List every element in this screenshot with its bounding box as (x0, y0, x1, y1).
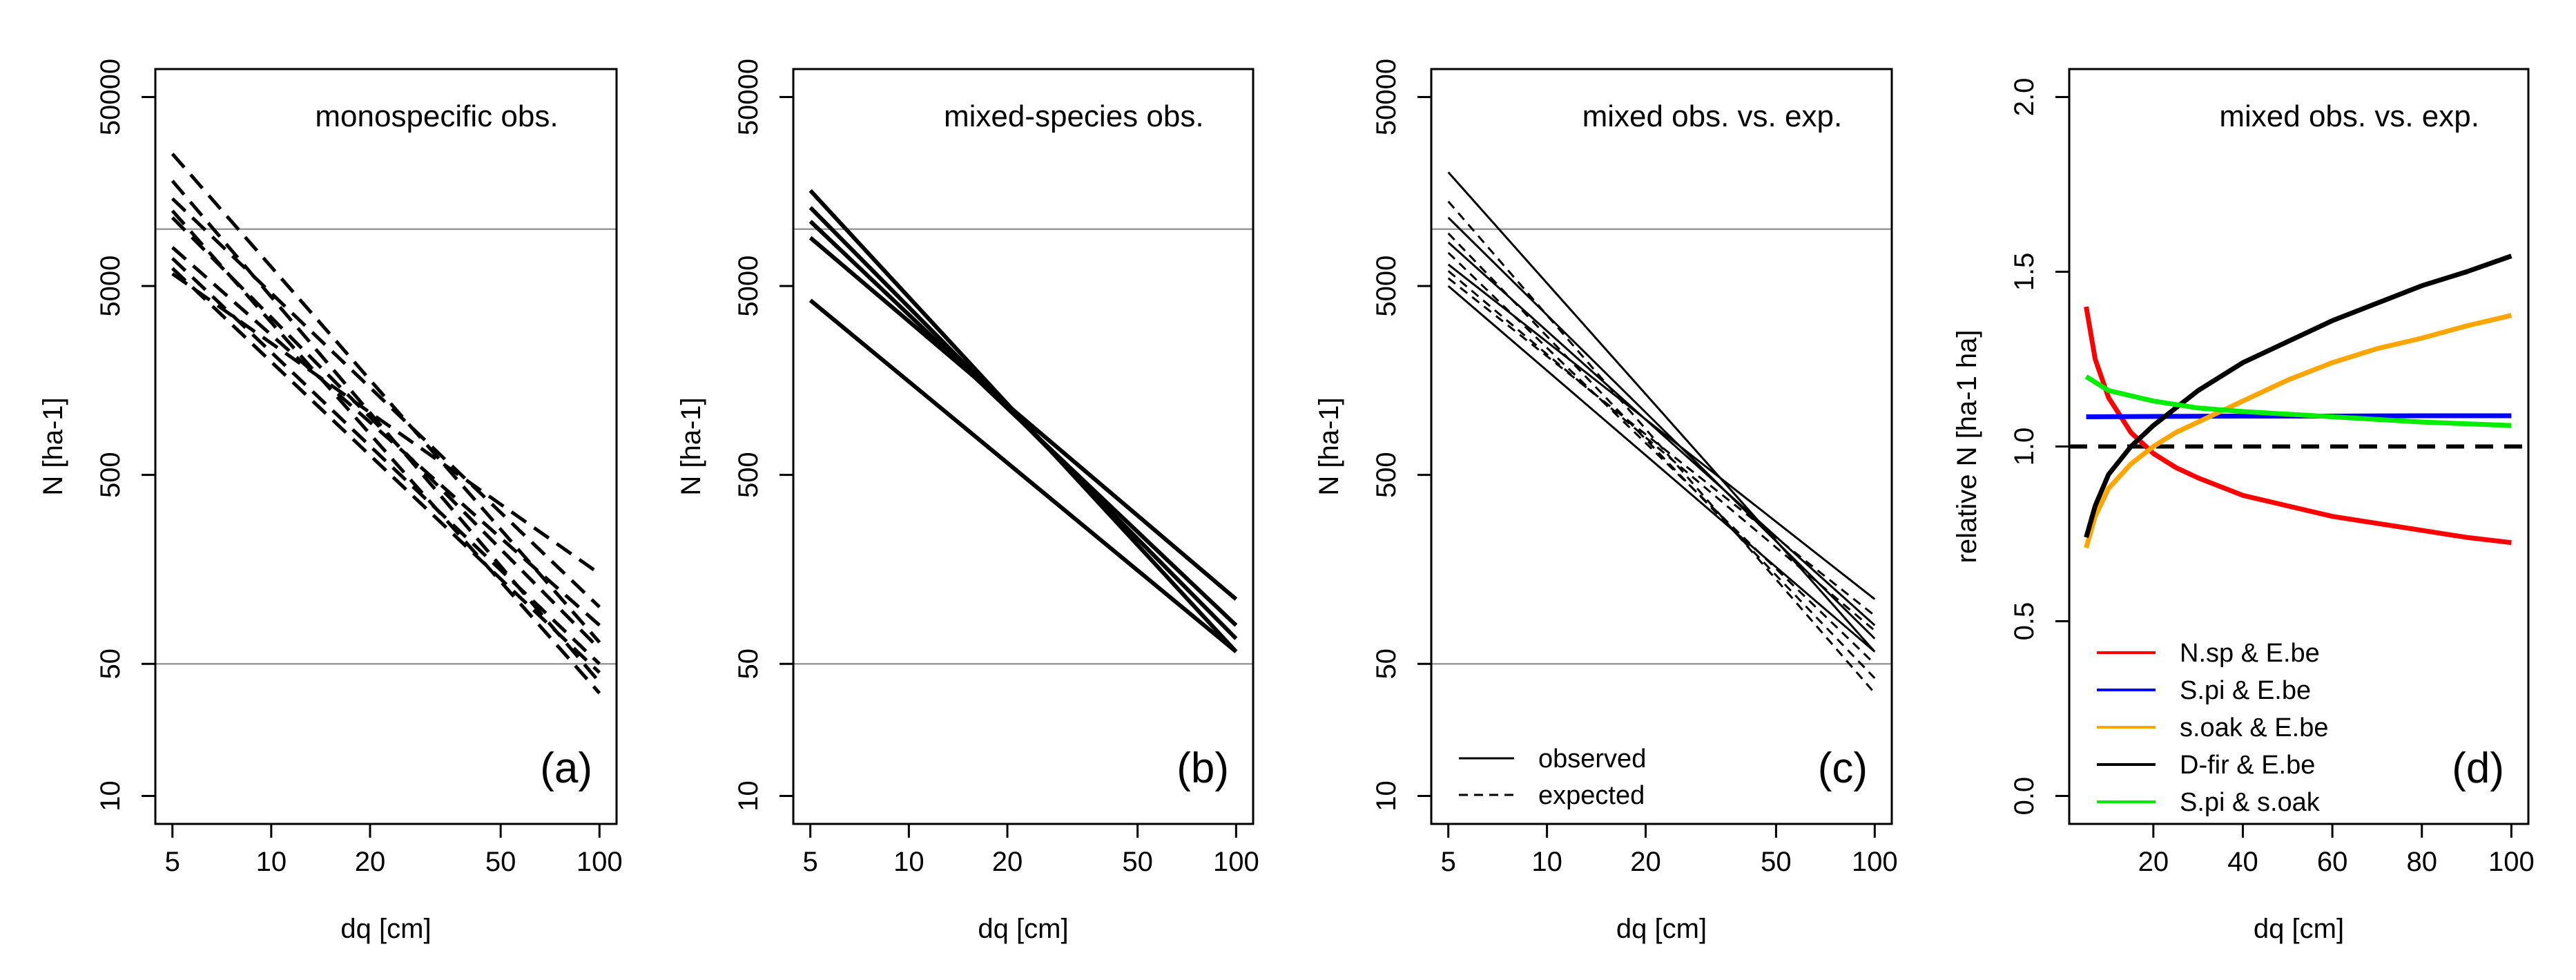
x-axis-label-d: dq [cm] (2254, 914, 2344, 944)
y-axis-label-b: N [ha-1] (676, 397, 706, 495)
series-line-a-5 (171, 246, 601, 627)
series-group-c (1447, 171, 1876, 694)
series-line-c-3 (1447, 263, 1876, 600)
x-tick-label-c-3: 50 (1761, 847, 1792, 877)
x-tick-label-d-1: 40 (2227, 847, 2258, 877)
legend-label-c-1: expected (1538, 781, 1645, 810)
series-line-c-8 (1447, 270, 1876, 632)
plot-frame-b (792, 68, 1255, 825)
plot-frame-c (1430, 68, 1893, 825)
series-line-c-7 (1447, 251, 1876, 665)
series-line-a-7 (171, 267, 601, 674)
y-tick-label-c-4: 50000 (1371, 59, 1402, 135)
panel-letter-b: (b) (1176, 744, 1229, 792)
x-tick-label-b-1: 10 (893, 847, 924, 877)
series-line-c-1 (1447, 217, 1876, 640)
x-tick-label-b-3: 50 (1122, 847, 1153, 877)
x-tick-label-d-4: 100 (2488, 847, 2535, 877)
y-axis-label-c: N [ha-1] (1314, 397, 1344, 495)
panel-letter-c: (c) (1818, 744, 1868, 792)
y-tick-label-d-3: 1.5 (2009, 253, 2040, 291)
x-tick-label-d-2: 60 (2317, 847, 2348, 877)
series-line-a-4 (171, 216, 601, 651)
panel-title-b: mixed-species obs. (944, 99, 1204, 133)
x-tick-label-c-0: 5 (1441, 847, 1456, 877)
panel-title-c: mixed obs. vs. exp. (1582, 99, 1843, 133)
x-tick-label-d-0: 20 (2138, 847, 2169, 877)
series-line-a-6 (171, 257, 601, 666)
x-tick-label-b-0: 5 (803, 847, 818, 877)
series-line-a-2 (171, 197, 601, 608)
x-tick-label-a-1: 10 (256, 847, 287, 877)
x-tick-label-b-4: 100 (1213, 847, 1259, 877)
panel-letter-d: (d) (2452, 744, 2504, 792)
series-line-d-0 (2084, 306, 2512, 546)
x-axis-label-a: dq [cm] (340, 914, 431, 944)
y-tick-label-c-2: 500 (1371, 452, 1402, 498)
legend-label-d-3: D-fir & E.be (2180, 751, 2315, 780)
x-tick-label-a-4: 100 (577, 847, 623, 877)
y-tick-label-a-0: 10 (95, 780, 126, 811)
y-tick-label-a-1: 50 (95, 648, 126, 680)
x-axis-label-c: dq [cm] (1616, 914, 1707, 944)
plot-frame-a (154, 68, 618, 825)
legend-label-d-0: N.sp & E.be (2180, 639, 2320, 668)
series-line-d-4 (2084, 374, 2512, 428)
y-tick-label-b-3: 5000 (733, 256, 764, 317)
y-tick-label-a-3: 5000 (95, 256, 126, 317)
panel-letter-a: (a) (540, 744, 592, 792)
x-tick-label-a-0: 5 (165, 847, 180, 877)
series-line-b-4 (808, 298, 1238, 653)
y-tick-label-c-1: 50 (1371, 648, 1402, 680)
panel-c: 5 10 20 50 100 10 50 500 5000 50000 dq [cm] N [ha-1… (1314, 59, 1898, 944)
series-line-b-3 (808, 236, 1238, 601)
y-tick-label-d-0: 0.0 (2009, 777, 2040, 816)
series-line-c-6 (1447, 232, 1876, 680)
y-tick-label-d-1: 0.5 (2009, 602, 2040, 641)
series-line-a-3 (171, 209, 601, 695)
series-group-a (171, 153, 601, 695)
legend-label-c-0: observed (1538, 744, 1646, 774)
y-tick-label-c-0: 10 (1371, 780, 1402, 811)
series-line-a-1 (171, 180, 601, 684)
y-tick-label-b-2: 500 (733, 452, 764, 498)
y-tick-label-b-0: 10 (733, 780, 764, 811)
x-tick-label-c-4: 100 (1852, 847, 1898, 877)
x-tick-label-b-2: 20 (992, 847, 1023, 877)
x-tick-label-d-3: 80 (2406, 847, 2437, 877)
series-group-b (808, 189, 1238, 653)
panel-d: 20 40 60 80 100 0.0 0.5 1.0 1.5 2.0 dq [cm] relativ… (1952, 68, 2535, 944)
y-axis-label-d: relative N [ha-1 ha] (1952, 330, 1982, 564)
x-tick-label-c-1: 10 (1531, 847, 1562, 877)
legend-label-d-2: s.oak & E.be (2180, 713, 2328, 742)
y-tick-label-a-2: 500 (95, 452, 126, 498)
y-axis-label-a: N [ha-1] (38, 397, 68, 495)
series-line-d-3 (2084, 253, 2512, 539)
x-tick-label-a-2: 20 (355, 847, 386, 877)
y-tick-label-a-4: 50000 (95, 59, 126, 135)
y-tick-label-b-4: 50000 (733, 59, 764, 135)
panel-title-a: monospecific obs. (315, 99, 558, 133)
y-tick-label-d-4: 2.0 (2009, 78, 2040, 117)
legend-label-d-1: S.pi & E.be (2180, 676, 2311, 705)
x-tick-label-c-2: 20 (1630, 847, 1661, 877)
panel-b: 5 10 20 50 100 10 50 500 5000 50000 dq [cm] N [ha-1… (676, 59, 1259, 944)
y-tick-label-c-3: 5000 (1371, 256, 1402, 317)
y-tick-label-b-1: 50 (733, 648, 764, 680)
series-line-a-8 (171, 272, 601, 575)
series-line-c-2 (1447, 241, 1876, 626)
series-line-c-5 (1447, 200, 1876, 694)
series-line-c-4 (1447, 285, 1876, 653)
x-axis-label-b: dq [cm] (978, 914, 1068, 944)
panel-title-d: mixed obs. vs. exp. (2219, 99, 2479, 133)
y-tick-label-d-2: 1.0 (2009, 427, 2040, 466)
x-tick-label-a-3: 50 (485, 847, 516, 877)
series-line-b-2 (808, 220, 1238, 627)
series-line-c-0 (1447, 171, 1876, 653)
legend-label-d-4: S.pi & s.oak (2180, 788, 2321, 817)
panel-a: 5 10 20 50 100 10 50 500 5000 50000 dq [cm] N [ha-1… (38, 59, 623, 944)
series-group-d (2069, 253, 2528, 549)
